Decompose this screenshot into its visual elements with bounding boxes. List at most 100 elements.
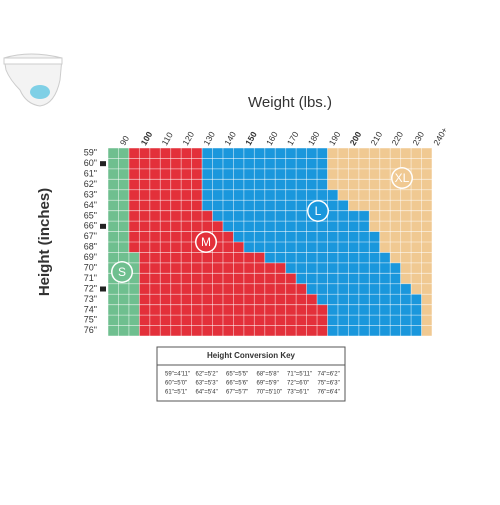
- weight-label: 160: [264, 130, 280, 148]
- size-zone: [128, 168, 203, 180]
- size-zone: [421, 315, 432, 326]
- height-label: 71": [84, 273, 97, 283]
- y-label: Height (inches): [36, 188, 53, 296]
- size-zone: [108, 304, 140, 316]
- key-entry: 72"=6'0": [287, 381, 309, 387]
- size-zone: [128, 221, 223, 232]
- key-entry: 70"=5'10": [257, 390, 283, 396]
- size-zone: [128, 179, 203, 190]
- weight-label: 140: [222, 130, 238, 148]
- size-zone: [128, 189, 203, 201]
- height-label: 68": [84, 242, 97, 252]
- size-zone: [327, 315, 422, 326]
- height-label: 67": [84, 231, 97, 241]
- weight-label: 210: [368, 130, 384, 148]
- size-label: M: [201, 235, 211, 249]
- size-label: L: [315, 204, 322, 218]
- size-zone: [128, 158, 203, 169]
- size-zone: [212, 210, 370, 222]
- key-entry: 66"=5'6": [226, 381, 248, 387]
- size-zone: [128, 148, 203, 159]
- weight-label: 230: [410, 130, 426, 148]
- key-entry: 65"=5'5": [226, 372, 248, 378]
- size-zone: [327, 304, 422, 316]
- key-entry: 69"=5'9": [257, 381, 279, 387]
- height-label: 59": [84, 148, 97, 158]
- size-zone: [202, 189, 338, 201]
- size-zone: [139, 294, 318, 305]
- height-marker: [100, 223, 106, 229]
- size-label: S: [118, 265, 126, 279]
- weight-label: 170: [285, 130, 301, 148]
- size-zone: [400, 262, 432, 274]
- height-label: 62": [84, 179, 97, 189]
- height-label: 69": [84, 252, 97, 262]
- key-entry: 74"=6'2": [318, 372, 340, 378]
- size-badge-inner: [392, 168, 412, 188]
- weight-label: 110: [159, 130, 175, 147]
- size-zone: [400, 273, 432, 284]
- size-zone: [379, 231, 432, 242]
- weight-label: 100: [139, 130, 155, 148]
- size-zone: [421, 304, 432, 316]
- weight-label: 220: [389, 130, 405, 148]
- size-zone: [243, 242, 380, 253]
- grid: [107, 147, 433, 337]
- key-entry: 61"=5'1": [165, 390, 187, 396]
- weight-label: 200: [348, 130, 364, 148]
- weight-label: 150: [243, 130, 259, 148]
- height-label: 64": [84, 200, 97, 210]
- size-badge-inner: [308, 201, 328, 221]
- size-badge-inner: [112, 262, 132, 282]
- height-label: 65": [84, 210, 97, 220]
- size-zone: [421, 294, 432, 305]
- key-entry: 67"=5'7": [226, 390, 248, 396]
- size-zone: [128, 200, 203, 211]
- key-title: Height Conversion Key: [207, 351, 296, 360]
- product-image: [3, 53, 63, 107]
- height-marker: [100, 286, 106, 292]
- weight-label: 240+: [431, 126, 449, 148]
- key-box: [156, 346, 346, 402]
- height-label: 74": [84, 304, 97, 314]
- height-label: 60": [84, 158, 97, 168]
- size-zone: [379, 242, 432, 253]
- size-zone: [128, 242, 244, 253]
- size-zone: [421, 325, 432, 336]
- size-zone: [108, 252, 140, 263]
- key-entry: 75"=6'3": [318, 381, 340, 387]
- size-zone: [327, 325, 422, 336]
- weight-label: 120: [180, 130, 196, 148]
- height-label: 75": [84, 315, 97, 325]
- height-marker: [100, 161, 106, 167]
- size-zone: [108, 294, 140, 305]
- key-entry: 64"=5'4": [196, 390, 218, 396]
- key-entry: 71"=5'11": [287, 372, 312, 378]
- size-zone: [139, 273, 297, 284]
- height-label: 76": [84, 325, 97, 335]
- chart-title: Weight (lbs.): [248, 94, 332, 111]
- key-entry: 68"=5'8": [257, 372, 279, 378]
- key-entry: 59"=4'11": [165, 372, 190, 378]
- size-badge-inner: [196, 232, 216, 252]
- size-label: XL: [395, 171, 410, 185]
- key-entry: 73"=6'1": [287, 390, 309, 396]
- height-label: 63": [84, 189, 97, 199]
- height-label: 61": [84, 168, 97, 178]
- key-entry: 63"=5'3": [196, 381, 218, 387]
- size-zone: [108, 315, 140, 326]
- key-entry: 76"=6'4": [318, 390, 340, 396]
- height-label: 66": [84, 221, 97, 231]
- size-zone: [108, 325, 140, 336]
- size-zone: [108, 283, 140, 295]
- height-label: 72": [84, 283, 97, 293]
- weight-label: 180: [306, 130, 322, 148]
- key-entry: 60"=5'0": [165, 381, 187, 387]
- size-zone: [285, 262, 401, 274]
- height-label: 70": [84, 262, 97, 272]
- weight-label: 190: [327, 130, 343, 148]
- weight-label: 90: [118, 134, 132, 147]
- key-entry: 62"=5'2": [196, 372, 218, 378]
- size-zone: [337, 189, 432, 201]
